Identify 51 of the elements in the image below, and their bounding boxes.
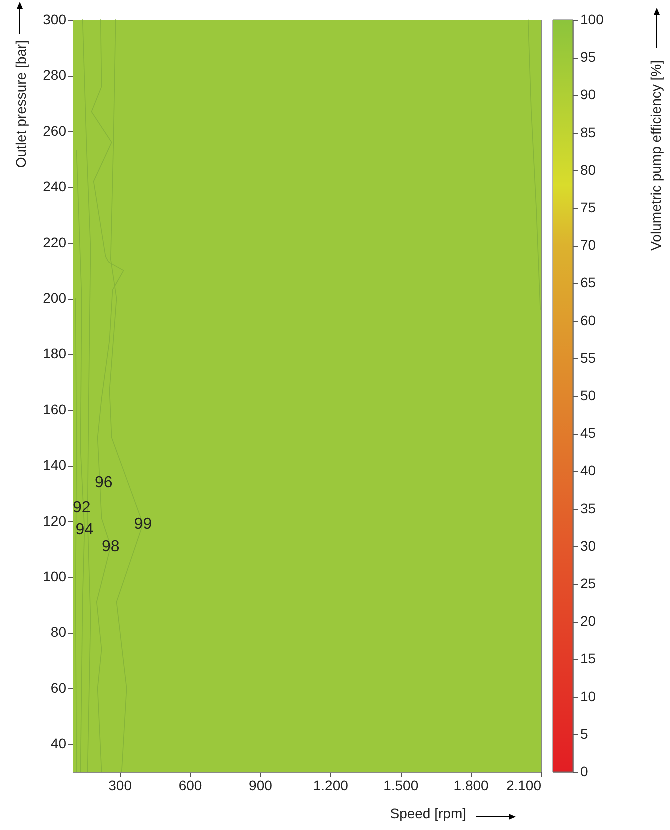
y-tick-label: 80	[50, 624, 67, 640]
annotation: 92	[72, 499, 91, 516]
annotation: 96	[94, 474, 113, 492]
y-tick-label: 60	[50, 680, 67, 696]
color-bar-label: 10	[580, 688, 596, 704]
x-tick-label: 2.100	[506, 778, 542, 794]
y-tick-label: 200	[43, 290, 67, 306]
y-axis-title: Outlet pressure [bar]	[13, 40, 30, 168]
color-bar-label: 85	[580, 124, 596, 140]
y-tick-label: 40	[50, 736, 67, 752]
color-bar-label: 65	[580, 274, 596, 291]
y-tick-label: 300	[43, 12, 67, 28]
color-bar-label: 40	[580, 462, 596, 479]
color-bar-label: 70	[580, 237, 596, 254]
x-tick-label: 900	[249, 778, 273, 794]
x-axis-title: Speed [rpm]	[390, 806, 466, 822]
color-bar-label: 55	[580, 350, 596, 366]
color-bar-label: 35	[580, 500, 596, 516]
y-tick-label: 160	[43, 401, 67, 418]
color-bar-label: 75	[580, 200, 596, 216]
color-bar-label: 25	[580, 576, 596, 592]
color-bar-label: 30	[580, 538, 596, 554]
y-tick-label: 220	[43, 234, 67, 250]
color-bar-label: 0	[580, 764, 588, 780]
y-tick-label: 240	[43, 178, 67, 195]
y-tick-label: 140	[43, 457, 67, 474]
color-bar-label: 100	[580, 12, 604, 28]
annotation: 98	[102, 538, 120, 556]
line-series	[528, 20, 541, 310]
color-bar-label: 20	[580, 613, 596, 630]
y-tick-label: 100	[43, 568, 67, 585]
x-tick-label: 600	[178, 778, 202, 794]
color-bar-title: Volumetric pump efficiency [%]	[648, 60, 664, 251]
y-tick-label: 120	[43, 512, 67, 529]
x-tick-label: 1.200	[313, 778, 349, 794]
color-bar-label: 80	[580, 162, 596, 178]
y-tick-label: 180	[43, 346, 67, 362]
color-bar-label: 60	[580, 312, 596, 328]
color-bar-label: 90	[580, 86, 596, 103]
x-tick-label: 300	[108, 778, 132, 794]
annotation: 94	[76, 522, 94, 539]
color-bar-label: 45	[580, 425, 596, 442]
y-tick-label: 260	[43, 122, 67, 139]
y-tick-label: 280	[43, 67, 67, 84]
color-bar-label: 5	[580, 726, 588, 742]
color-bar-label: 15	[580, 650, 596, 667]
color-bar-label: 95	[580, 49, 596, 66]
x-tick-label: 1.800	[454, 778, 490, 794]
color-bar-label: 50	[580, 388, 596, 404]
x-tick-label: 1.500	[384, 778, 419, 794]
annotation: 99	[134, 516, 152, 534]
